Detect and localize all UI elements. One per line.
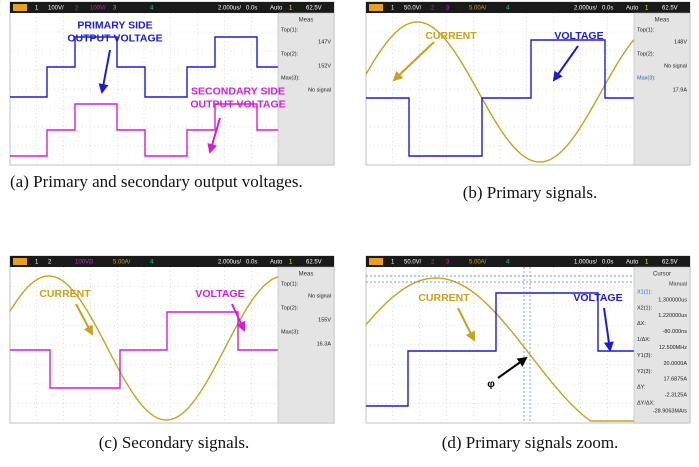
- header-text: 5.00A/: [113, 260, 131, 266]
- side-item: ΔY:: [637, 385, 646, 391]
- side-item: 155V: [318, 317, 331, 323]
- annotation: SECONDARY SIDE: [191, 85, 285, 97]
- side-item: 1.300000us: [658, 297, 687, 303]
- side-item: 16.3A: [317, 341, 332, 347]
- side-item: Manual: [669, 281, 687, 287]
- annotation: VOLTAGE: [573, 292, 622, 304]
- header-text: 62.5V: [306, 260, 322, 266]
- header-text: 1.000us/: [574, 260, 597, 266]
- side-item: 1/ΔX:: [637, 337, 651, 343]
- side-title: Cursor: [653, 272, 671, 278]
- header-text: Auto: [270, 260, 283, 266]
- header-text: 5.00A/: [469, 6, 487, 12]
- caption: (d) Primary signals zoom.: [366, 433, 694, 453]
- side-item: Max(3):: [281, 75, 300, 81]
- header-text: Auto: [626, 6, 639, 12]
- header-text: 100V/: [48, 6, 64, 12]
- annotation: PRIMARY SIDE: [77, 19, 152, 31]
- side-item: ΔY/ΔX:: [637, 401, 655, 407]
- side-item: Max(3):: [281, 329, 300, 335]
- header-text: 62.5V: [306, 6, 322, 12]
- side-item: Top(2):: [637, 51, 655, 57]
- side-item: 147V: [318, 39, 331, 45]
- side-title: Meas: [655, 18, 670, 24]
- side-item: -28.9063MA/s: [653, 409, 687, 415]
- side-item: Max(3):: [637, 75, 656, 81]
- header-icon: [369, 258, 383, 265]
- side-item: ΔX:: [637, 321, 646, 327]
- side-item: Top(1):: [281, 27, 299, 33]
- side-item: Y2(3):: [637, 369, 652, 375]
- header-text: 2.000us/: [218, 6, 241, 12]
- header-text: 0.0s: [246, 6, 257, 12]
- header-text: 50.0V/: [404, 260, 422, 266]
- header-bar: [10, 256, 334, 267]
- header-text: Auto: [626, 260, 639, 266]
- side-item: 148V: [674, 39, 687, 45]
- caption: (c) Secondary signals.: [10, 433, 338, 453]
- figure: 1100V/2100V/342.000us/0.0sAuto162.5VMeas…: [0, 0, 699, 467]
- header-text: 62.5V: [662, 260, 678, 266]
- side-item: Top(1):: [637, 27, 655, 33]
- side-item: X2(1):: [637, 305, 652, 311]
- side-item: No signal: [664, 63, 687, 69]
- scope-figure: 1100V/2100V/342.000us/0.0sAuto162.5VMeas…: [0, 0, 699, 467]
- side-item: No signal: [308, 293, 331, 299]
- side-item: No signal: [308, 87, 331, 93]
- side-item: X1(1):: [637, 289, 652, 295]
- header-text: 2.000us/: [218, 260, 241, 266]
- header-icon: [13, 258, 27, 265]
- annotation: OUTPUT VOLTAGE: [67, 32, 162, 44]
- side-item: 1.220000us: [658, 313, 687, 319]
- header-text: 62.5V: [662, 6, 678, 12]
- annotation: OUTPUT VOLTAGE: [190, 98, 285, 110]
- annotation: CURRENT: [418, 292, 470, 304]
- header-icon: [13, 4, 27, 11]
- side-item: Top(1):: [281, 281, 299, 287]
- header-icon: [369, 4, 383, 11]
- annotation: CURRENT: [39, 288, 91, 300]
- header-text: 0.0s: [602, 6, 613, 12]
- side-item: Top(2):: [281, 305, 299, 311]
- header-text: 2.000us/: [574, 6, 597, 12]
- side-item: Top(2):: [281, 51, 299, 57]
- side-item: Y1(3):: [637, 353, 652, 359]
- annotation: VOLTAGE: [554, 30, 603, 42]
- caption: (a) Primary and secondary output voltage…: [10, 172, 338, 192]
- header-text: 100V/: [75, 260, 91, 266]
- side-title: Meas: [299, 18, 314, 24]
- side-item: -80.000ns: [663, 329, 688, 335]
- side-item: 17.6875A: [663, 377, 687, 383]
- header-text: Auto: [270, 6, 283, 12]
- side-item: 20.0000A: [663, 361, 687, 367]
- annotation: CURRENT: [425, 30, 477, 42]
- side-item: 17.9A: [673, 87, 688, 93]
- header-text: 5.00A/: [469, 260, 487, 266]
- header-text: 0.0s: [246, 260, 257, 266]
- annotation: φ: [487, 378, 495, 390]
- header-text: 0.0s: [602, 260, 613, 266]
- header-text: 50.0V/: [404, 6, 422, 12]
- side-title: Meas: [299, 272, 314, 278]
- header-text: 100V/: [90, 6, 106, 12]
- scope-panel: 1100V/2100V/342.000us/0.0sAuto162.5VMeas…: [10, 2, 334, 165]
- side-item: -2.3125A: [665, 393, 688, 399]
- caption: (b) Primary signals.: [366, 183, 694, 203]
- annotation: VOLTAGE: [195, 288, 244, 300]
- side-item: 152V: [318, 63, 331, 69]
- side-item: 12.500MHz: [659, 345, 687, 351]
